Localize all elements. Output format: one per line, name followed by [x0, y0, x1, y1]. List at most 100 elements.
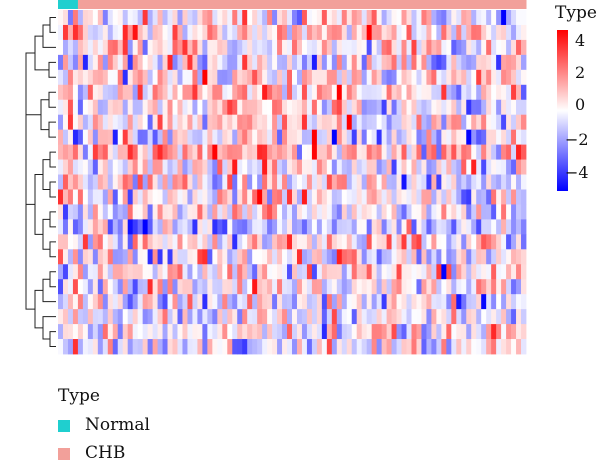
heatmap-cell [361, 204, 368, 220]
heatmap-cell [356, 129, 363, 146]
heatmap-cell [202, 309, 208, 325]
heatmap-cell [506, 234, 512, 250]
heatmap-cell [172, 174, 178, 190]
heatmap-cell [426, 24, 432, 41]
heatmap-cell [232, 54, 238, 71]
heatmap-cell [496, 54, 502, 71]
heatmap-cell [182, 309, 188, 325]
heatmap-cell [371, 324, 378, 340]
heatmap-cell [112, 159, 119, 175]
heatmap-cell [476, 324, 482, 340]
heatmap-cell [142, 99, 149, 116]
heatmap-cell [431, 204, 437, 220]
heatmap-cell [481, 114, 487, 131]
heatmap-cell [481, 309, 487, 325]
heatmap-cell [416, 129, 422, 146]
heatmap-cell [97, 279, 104, 295]
heatmap-cell [232, 24, 238, 41]
heatmap-cell [67, 69, 74, 86]
heatmap-cell [411, 174, 417, 190]
heatmap-cell [177, 189, 183, 205]
heatmap-cell [481, 174, 487, 190]
heatmap-cell [112, 279, 119, 295]
heatmap-cell [356, 189, 363, 205]
heatmap-cell [511, 279, 517, 295]
heatmap-cell [351, 84, 358, 101]
heatmap-cell [471, 234, 477, 250]
heatmap-cell [177, 129, 183, 146]
heatmap-cell [456, 294, 462, 310]
heatmap-cell [386, 54, 392, 71]
heatmap-cell [321, 69, 328, 86]
heatmap-cell [77, 159, 84, 175]
heatmap-cell [401, 69, 407, 86]
heatmap-cell [361, 129, 368, 146]
heatmap-cell [371, 294, 378, 310]
heatmap-cell [147, 24, 153, 41]
heatmap-cell [321, 54, 328, 71]
heatmap-cell [386, 324, 392, 340]
heatmap-cell [521, 174, 527, 190]
heatmap-cell [486, 204, 492, 220]
heatmap-cell [481, 144, 487, 160]
heatmap-cell [222, 159, 228, 175]
heatmap-cell [242, 309, 248, 325]
heatmap-cell [222, 24, 228, 41]
heatmap-cell [247, 39, 253, 56]
heatmap-cell [167, 219, 173, 235]
heatmap-cell [481, 324, 487, 340]
heatmap-cell [242, 114, 248, 131]
heatmap-cell [192, 294, 198, 310]
heatmap-cell [506, 39, 512, 56]
heatmap-cell [361, 99, 368, 116]
heatmap-cell [212, 69, 218, 86]
heatmap-cell [97, 144, 104, 160]
heatmap-cell [267, 204, 273, 220]
heatmap-cell [371, 99, 378, 116]
heatmap-cell [506, 219, 512, 235]
heatmap-cell [232, 10, 238, 26]
heatmap-cell [192, 249, 198, 265]
heatmap-cell [192, 309, 198, 325]
heatmap-cell [301, 339, 308, 355]
heatmap-cell [386, 309, 392, 325]
heatmap-cell [481, 234, 487, 250]
heatmap-cell [262, 114, 268, 131]
heatmap-cell [58, 39, 64, 56]
heatmap-cell [162, 54, 168, 71]
heatmap-cell [411, 249, 417, 265]
heatmap-cell [287, 234, 293, 250]
heatmap-cell [147, 189, 153, 205]
heatmap-cell [187, 219, 193, 235]
heatmap-cell [516, 309, 522, 325]
heatmap-cell [72, 264, 79, 280]
heatmap-cell [227, 10, 233, 26]
heatmap-cell [222, 10, 228, 26]
heatmap-cell [461, 159, 467, 175]
heatmap-cell [77, 129, 84, 146]
heatmap-cell [341, 69, 348, 86]
heatmap-cell [247, 129, 253, 146]
heatmap-cell [456, 219, 462, 235]
heatmap-cell [172, 189, 178, 205]
heatmap-cell [117, 309, 124, 325]
heatmap-cell [431, 174, 437, 190]
heatmap-cell [416, 39, 422, 56]
heatmap-cell [62, 159, 69, 175]
heatmap-cell [82, 129, 89, 146]
heatmap-cell [222, 174, 228, 190]
heatmap-cell [326, 84, 333, 101]
heatmap-cell [157, 234, 163, 250]
heatmap-cell [326, 294, 333, 310]
heatmap-cell [107, 204, 114, 220]
heatmap-cell [187, 144, 193, 160]
heatmap-cell [391, 10, 397, 26]
heatmap-cell [491, 339, 497, 355]
heatmap-cell [466, 189, 472, 205]
heatmap-cell [58, 234, 64, 250]
heatmap-cell [82, 84, 89, 101]
heatmap-cell [476, 279, 482, 295]
heatmap-cell [72, 10, 79, 26]
heatmap-cell [326, 339, 333, 355]
heatmap-cell [217, 309, 223, 325]
